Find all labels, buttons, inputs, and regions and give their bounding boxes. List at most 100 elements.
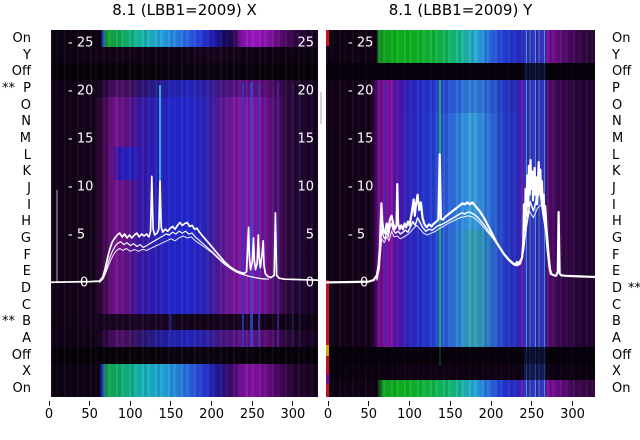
row-label-right-a-18: A — [612, 331, 621, 347]
x-tick-label: 250 — [519, 407, 545, 422]
y-tick-label-mirror: 5 — [305, 227, 314, 243]
row-dimmer — [326, 346, 595, 364]
profile-trace-2 — [98, 235, 266, 283]
row-label-right-off-2: Off — [612, 64, 632, 80]
row-label-left-off-19: Off — [11, 347, 31, 363]
heatmap-rows — [51, 30, 318, 397]
y-tick-label: - 15 — [348, 131, 374, 147]
row-label-left-i-10: I — [27, 197, 31, 213]
x-tick-mark — [572, 401, 573, 406]
x-tick-label: 150 — [437, 407, 463, 422]
x-tick-mark — [449, 401, 451, 406]
x-tick-mark — [409, 401, 410, 406]
y-tick-label: - 10 — [348, 179, 374, 195]
row-label-left-d-15: D — [20, 281, 31, 297]
row-label-right-on-21: On — [612, 381, 631, 397]
y-tick-label: - 5 — [348, 227, 366, 243]
row-label-left-e-14: E — [22, 264, 31, 280]
x-tick-label: 250 — [239, 407, 265, 422]
vertical-streak-7 — [299, 82, 302, 347]
x-tick-mark — [211, 401, 213, 406]
vertical-streak-1 — [169, 82, 173, 347]
x-tick-label: 200 — [478, 407, 504, 422]
vertical-streak-0 — [158, 85, 161, 217]
x-tick-label: 0 — [44, 407, 54, 422]
row-label-right-b-17: B — [612, 314, 621, 330]
edge-strip-2 — [326, 345, 329, 356]
edge-strip-1 — [326, 280, 329, 345]
vertical-streak-5 — [569, 30, 572, 397]
x-tick-mark — [129, 401, 131, 406]
row-label-right-c-16: C — [612, 297, 622, 313]
row-label-right-k-8: K — [612, 164, 621, 180]
panel-title-y: 8.1 (LBB1=2009) Y — [388, 1, 533, 19]
y-tick-label: - 25 — [68, 35, 94, 51]
row-label-right-j-9: J — [612, 180, 616, 196]
vertical-streak-2 — [242, 82, 245, 347]
y-tick-label: - 15 — [68, 131, 94, 147]
heatmap-row-x-20 — [51, 363, 318, 381]
y-tick-label: - 5 — [68, 227, 86, 243]
row-label-right-g-12: G — [612, 231, 623, 246]
row-label-left-b-17: B — [22, 314, 31, 330]
edge-strip-5 — [326, 384, 329, 397]
x-tick-label: 200 — [199, 407, 224, 422]
row-label-left-h-11: H — [21, 214, 31, 230]
row-label-left-m-6: M — [19, 130, 31, 146]
row-label-right-p-3: P — [612, 80, 620, 96]
row-label-left-on-0: On — [12, 30, 31, 46]
row-label-left-n-5: N — [21, 114, 31, 130]
heatmap-panel-x: - 25 - 20 - 15 - 10 - 5 0 25 20 15 10 5 0 — [37, 30, 319, 397]
profile-traces — [318, 153, 598, 284]
row-label-right-i-10: I — [612, 197, 616, 213]
row-label-left-f-13: F — [23, 247, 31, 263]
x-tick-label: 150 — [158, 407, 184, 422]
row-label-left-a-18: A — [22, 331, 31, 347]
x-tick-mark — [327, 401, 329, 406]
y-tick-label: - 25 — [348, 35, 374, 51]
vertical-streak-5 — [277, 82, 280, 347]
profile-traces — [37, 175, 319, 284]
star-marker-left: ** — [2, 314, 15, 330]
x-tick-mark — [490, 401, 492, 406]
edge-strip-0 — [326, 30, 329, 46]
row-label-left-x-20: X — [22, 364, 31, 380]
star-marker-right: ** — [628, 281, 640, 297]
profile-trace-1 — [98, 230, 270, 283]
x-tick-mark — [292, 401, 294, 406]
vertical-streak-4 — [257, 82, 260, 347]
row-label-right-off-19: Off — [612, 347, 632, 363]
x-tick-mark — [531, 401, 533, 406]
row-label-left-p-3: P — [23, 80, 31, 96]
row-label-left-o-4: O — [20, 97, 31, 113]
vertical-streak-0 — [438, 80, 441, 365]
edge-artifact-line-0 — [56, 190, 58, 283]
y-tick-label-mirror: 25 — [297, 35, 314, 51]
edge-strip-3 — [326, 356, 329, 374]
row-label-right-y-1: Y — [612, 47, 620, 63]
edge-artifact-line-0 — [320, 92, 322, 124]
y-tick-label-mirror: 20 — [297, 83, 314, 99]
x-tick-label: 100 — [117, 407, 143, 422]
row-dimmer — [326, 363, 595, 381]
y-tick-label: - 10 — [68, 179, 94, 195]
x-tick-mark — [251, 401, 253, 406]
row-label-right-on-0: On — [612, 30, 631, 46]
x-tick-mark — [89, 401, 91, 406]
row-label-right-h-11: H — [612, 214, 622, 230]
y-zero-label: 0 — [80, 275, 89, 291]
heatmap-row-off-2 — [51, 63, 318, 81]
vertical-streak-4 — [494, 82, 497, 345]
vertical-streak-3 — [249, 82, 253, 347]
row-label-right-l-7: L — [612, 147, 620, 163]
y-tick-label: - 20 — [68, 83, 94, 99]
row-label-right-d-15: D — [612, 281, 623, 297]
heatmap-row-on-21 — [51, 380, 318, 397]
row-label-right-f-13: F — [612, 247, 620, 263]
row-label-left-off-2: Off — [11, 64, 31, 80]
heatmap-row-on-0 — [51, 30, 318, 48]
x-tick-mark — [170, 401, 172, 406]
profile-trace-2 — [376, 203, 551, 281]
star-marker-left: ** — [2, 80, 15, 96]
row-label-left-y-1: Y — [23, 47, 31, 63]
